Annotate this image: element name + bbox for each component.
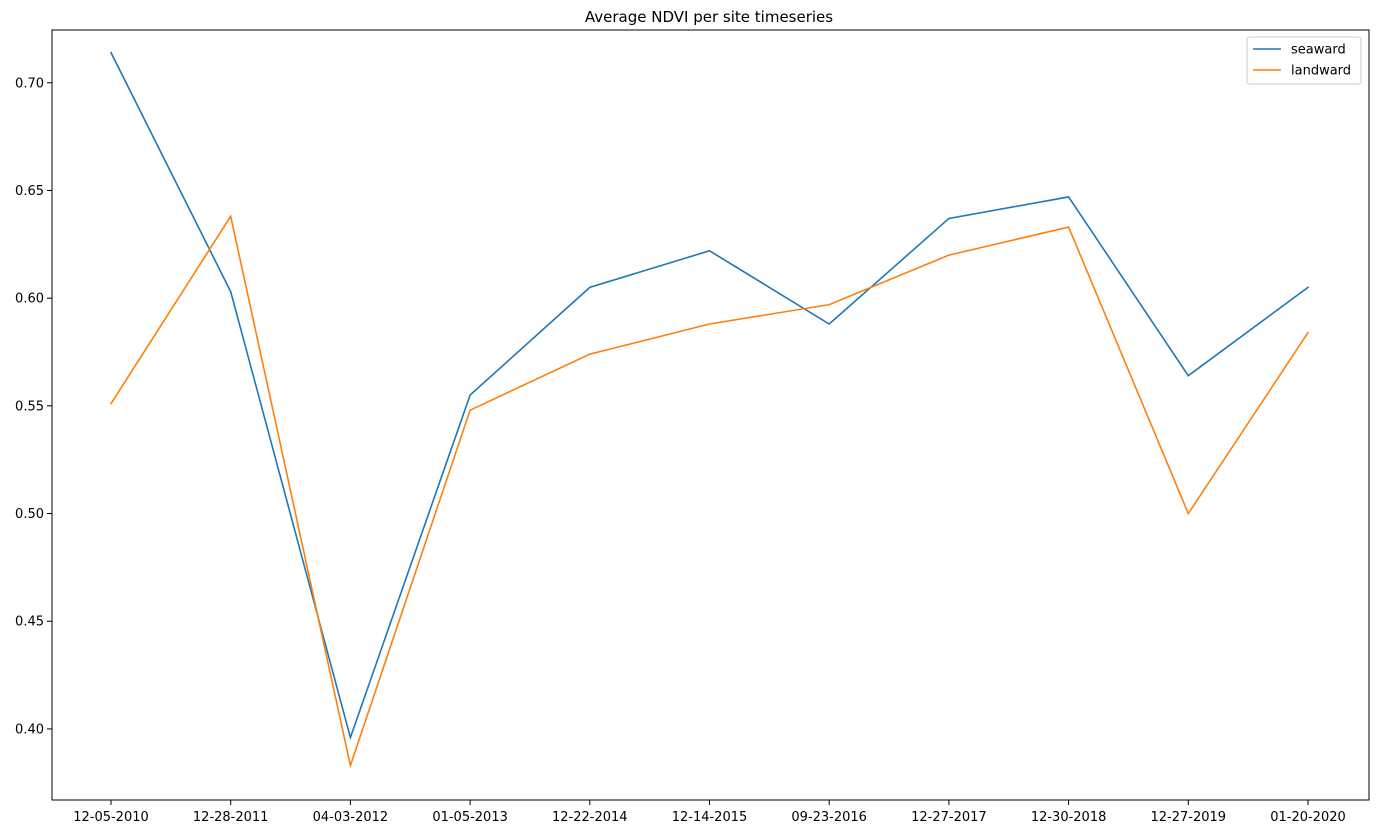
x-tick-label: 12-22-2014	[552, 810, 628, 825]
y-tick-label: 0.55	[15, 399, 44, 414]
x-tick-label: 12-30-2018	[1031, 810, 1107, 825]
x-tick-label: 12-27-2019	[1151, 810, 1227, 825]
x-tick-label: 12-14-2015	[672, 810, 748, 825]
y-tick-label: 0.50	[15, 507, 44, 522]
series-line-landward	[109, 214, 1310, 769]
y-axis: 0.40 0.45 0.50 0.55 0.60 0.65 0.70	[15, 76, 52, 737]
y-tick-label: 0.70	[15, 76, 44, 91]
x-axis: 12-05-2010 12-28-2011 04-03-2012 01-05-2013…	[73, 800, 1346, 825]
legend: seaward landward	[1246, 36, 1362, 85]
chart-title: Average NDVI per site timeseries	[585, 8, 833, 26]
x-tick-label: 09-23-2016	[791, 810, 867, 825]
y-tick-label: 0.60	[15, 292, 44, 307]
series-line-seaward	[109, 51, 1310, 741]
legend-label-landward: landward	[1291, 64, 1351, 79]
x-tick-label: 01-05-2013	[432, 810, 508, 825]
legend-label-seaward: seaward	[1291, 43, 1346, 58]
series-layer	[109, 51, 1310, 769]
x-tick-label: 01-20-2020	[1270, 810, 1346, 825]
y-tick-label: 0.45	[15, 615, 44, 630]
plot-frame	[51, 29, 1370, 801]
series-seaward	[109, 51, 1310, 741]
x-tick-label: 12-28-2011	[193, 810, 269, 825]
x-tick-label: 04-03-2012	[313, 810, 389, 825]
y-tick-label: 0.40	[15, 722, 44, 737]
plot-area	[51, 29, 1370, 801]
x-tick-label: 12-05-2010	[73, 810, 149, 825]
series-landward	[109, 214, 1310, 769]
y-tick-label: 0.65	[15, 184, 44, 199]
x-tick-label: 12-27-2017	[911, 810, 987, 825]
